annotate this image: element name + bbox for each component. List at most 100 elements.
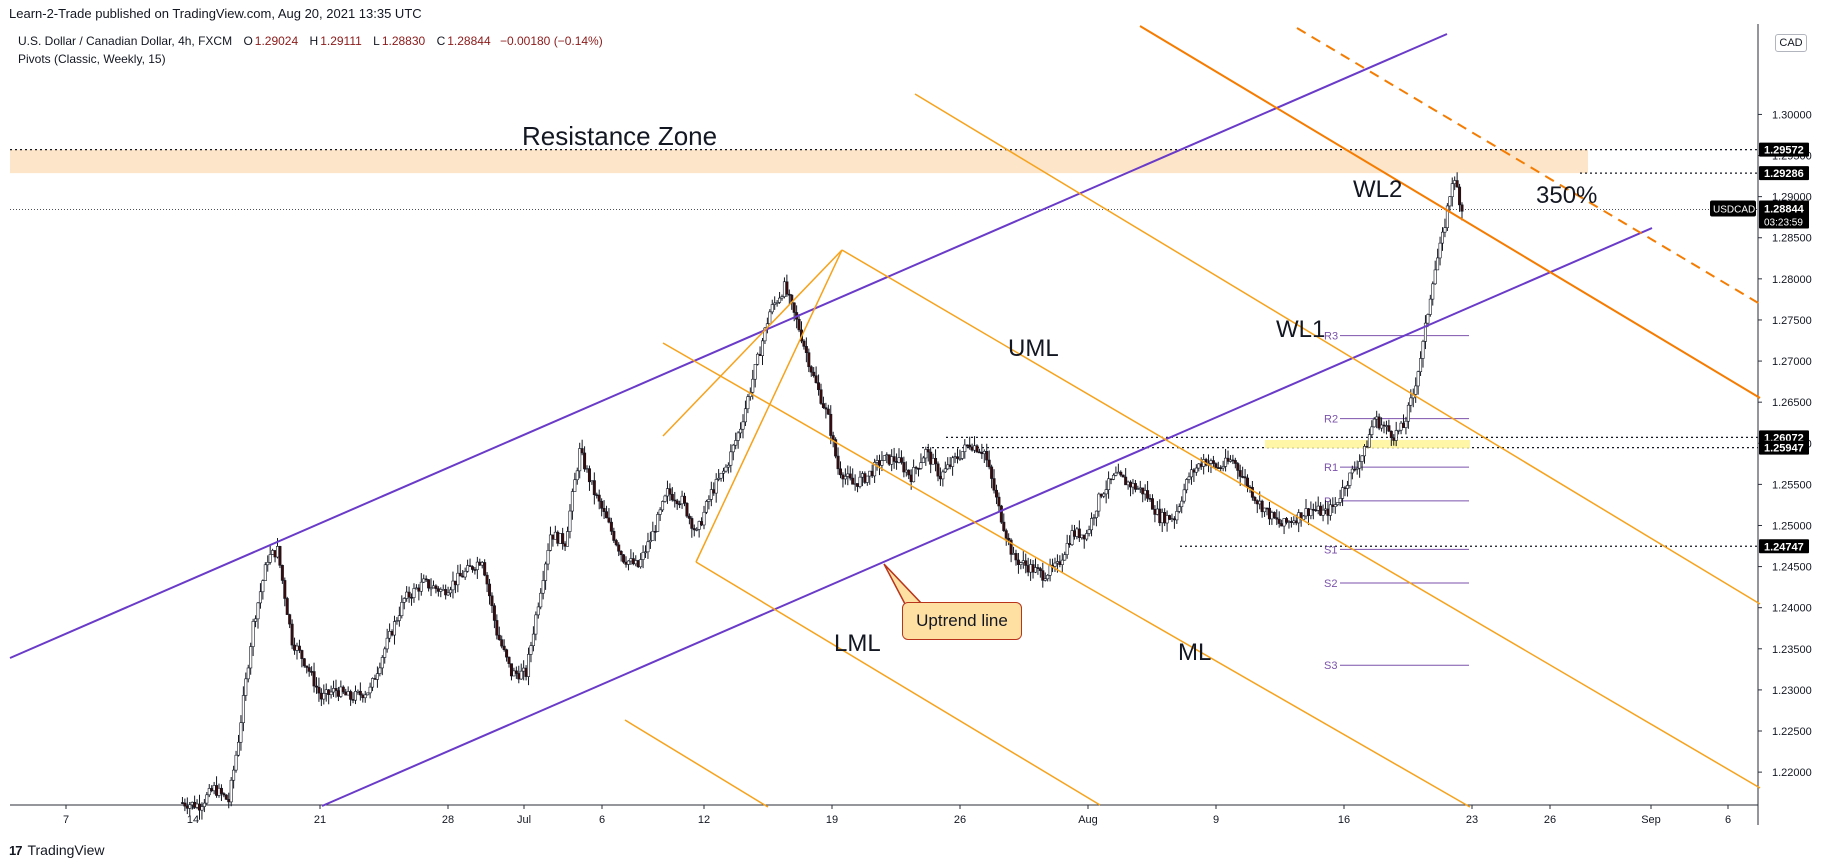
candle — [419, 573, 423, 596]
candle-body — [999, 505, 1003, 523]
candle — [478, 558, 482, 566]
candle-body — [1012, 553, 1016, 555]
candle — [704, 499, 708, 515]
candle — [531, 626, 535, 652]
candle — [351, 692, 355, 704]
candle — [210, 785, 214, 793]
candle-body — [1397, 429, 1401, 432]
time-axis[interactable]: 7 14 21 28 Jul 6 12 19 26 Aug 9 16 23 26 Sep 6 — [63, 805, 1731, 826]
candle-body — [1143, 490, 1147, 495]
candle-body — [1224, 457, 1228, 467]
candle-body — [580, 448, 584, 454]
candle-body — [814, 375, 818, 384]
candle — [853, 474, 857, 491]
candle-body — [1185, 479, 1189, 491]
candle-body — [856, 483, 860, 487]
candle — [1394, 421, 1398, 447]
candle — [880, 451, 884, 472]
candle — [1051, 558, 1055, 573]
candle-body — [424, 578, 428, 581]
candle-body — [1226, 457, 1230, 462]
candle — [283, 577, 287, 607]
candle-body — [1384, 425, 1388, 427]
indicator-legend[interactable]: Pivots (Classic, Weekly, 15) — [18, 52, 166, 66]
candle — [522, 660, 526, 681]
candle — [997, 492, 1001, 512]
candle-body — [970, 446, 974, 451]
candle-body — [478, 561, 482, 566]
candle — [982, 449, 986, 463]
candle — [1358, 454, 1362, 478]
candle-body — [717, 477, 721, 480]
candle-body — [183, 802, 187, 807]
x-tick-label: Aug — [1078, 814, 1098, 826]
candle-body — [985, 451, 989, 461]
candle — [1382, 421, 1386, 434]
candle — [1453, 176, 1457, 191]
tradingview-logo-icon: 17 — [9, 842, 23, 858]
candle — [817, 374, 821, 396]
candle-body — [1009, 539, 1013, 555]
candle-body — [300, 650, 304, 659]
candle — [709, 481, 713, 507]
candle-body — [1445, 205, 1449, 228]
price-label-box — [1759, 142, 1809, 157]
candle-body — [1155, 508, 1159, 515]
candle — [349, 689, 353, 706]
candle-body — [236, 741, 240, 756]
candle-body — [256, 602, 260, 620]
candle — [1441, 227, 1445, 251]
candle — [953, 452, 957, 464]
candle — [1019, 561, 1023, 570]
candle-body — [904, 469, 908, 473]
candle-body — [456, 572, 460, 586]
candle — [875, 455, 879, 471]
candle — [592, 472, 596, 505]
candle-body — [1068, 543, 1072, 545]
candle-body — [846, 473, 850, 477]
candle — [392, 615, 396, 645]
candle — [1043, 572, 1047, 582]
candle-body — [695, 529, 699, 531]
candle — [305, 665, 309, 674]
candle — [1372, 417, 1376, 428]
candle — [373, 674, 377, 680]
candle — [1331, 497, 1335, 514]
candle — [346, 686, 350, 696]
candle — [1080, 534, 1084, 540]
candle-body — [583, 452, 587, 470]
candle-body — [334, 688, 338, 691]
candle-body — [427, 579, 431, 589]
candle — [1111, 473, 1115, 481]
candle — [356, 689, 360, 695]
candle-body — [809, 366, 813, 373]
candle-body — [368, 686, 372, 694]
candle — [1428, 294, 1432, 317]
tradingview-footer[interactable]: 17 TradingView — [9, 842, 105, 858]
candle — [224, 794, 228, 800]
price-label-box — [1759, 539, 1809, 554]
candle — [1048, 558, 1052, 582]
candle-body — [1309, 508, 1313, 516]
candle-body — [807, 352, 811, 368]
candle — [1282, 518, 1286, 535]
candle-body — [1260, 500, 1264, 513]
candle-body — [556, 531, 560, 544]
candle — [1353, 461, 1357, 472]
candle — [239, 715, 243, 751]
candle — [1021, 551, 1025, 569]
candle-body — [1019, 562, 1023, 565]
currency-tag[interactable]: CAD — [1775, 34, 1807, 52]
candle-body — [219, 787, 223, 794]
candle — [648, 531, 652, 549]
price-axis[interactable]: 1.300001.295001.290001.285001.280001.275… — [1710, 109, 1812, 779]
candle-body — [417, 587, 421, 592]
candle — [1141, 487, 1145, 503]
candle-body — [736, 432, 740, 441]
candle-body — [212, 785, 216, 792]
candle — [1265, 507, 1269, 516]
price-label-box — [1759, 440, 1809, 455]
candle-body — [307, 667, 311, 672]
candle — [1226, 450, 1230, 465]
